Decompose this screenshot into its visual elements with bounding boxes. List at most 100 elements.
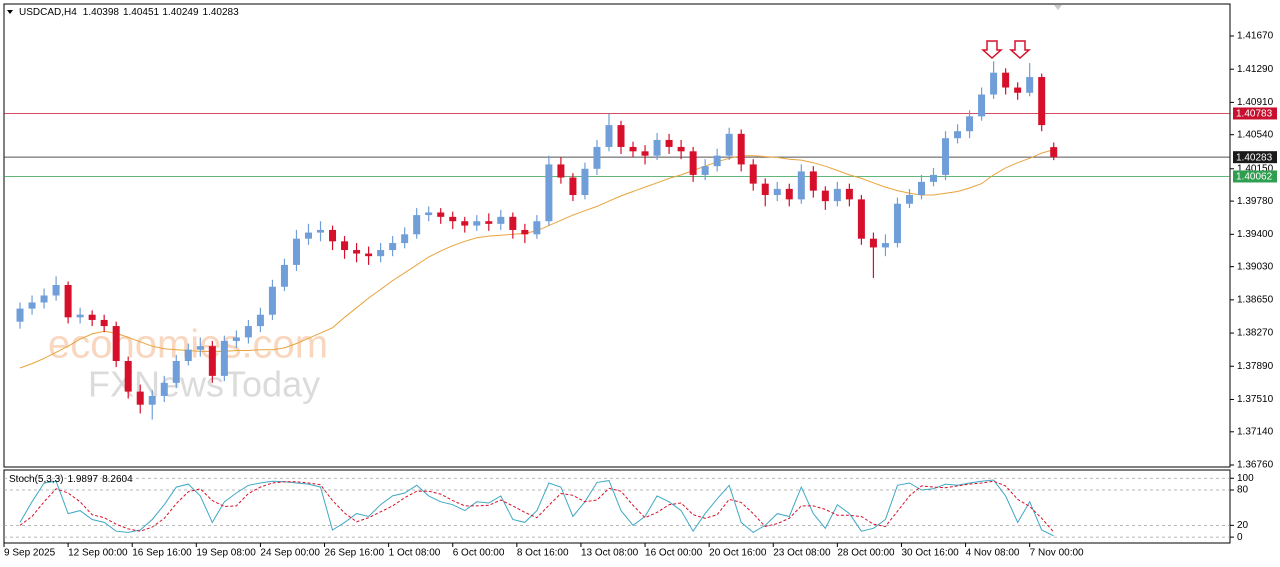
candle-body — [1026, 77, 1034, 93]
x-tick-label: 16 Oct 00:00 — [645, 548, 703, 559]
x-tick-label: 23 Oct 08:00 — [773, 548, 831, 559]
y-tick-label: 100 — [1237, 473, 1254, 484]
price-tag-label: 1.40062 — [1236, 172, 1273, 183]
y-tick-label: 1.36760 — [1237, 460, 1274, 471]
y-tick-label: 1.41670 — [1237, 31, 1274, 42]
stoch-line — [19, 480, 1055, 533]
candle-body — [737, 133, 745, 165]
x-tick-label: 19 Sep 08:00 — [196, 548, 256, 559]
stoch-line — [19, 479, 1054, 537]
candle-body — [677, 146, 685, 152]
plot: 1.41670 1.41290 1.40910 1.40540 1.40150 1.397… — [3, 31, 1277, 559]
candle-body — [1038, 77, 1046, 126]
candle-body — [40, 295, 48, 303]
ohlc-open: 1.40398 — [83, 7, 120, 18]
candle-body — [28, 302, 36, 309]
candle-body — [220, 340, 228, 376]
candle-body — [978, 94, 986, 117]
stoch-header: Stoch(5,3,3) 1.9897 8.2604 — [9, 474, 133, 485]
candle-body — [244, 326, 252, 338]
candle-body — [461, 221, 469, 226]
stoch-signal-value: 8.2604 — [102, 474, 133, 485]
y-tick-label: 1.40540 — [1237, 129, 1274, 140]
candle-body — [136, 391, 144, 405]
candle-body — [304, 232, 312, 239]
price-tag-label: 1.40283 — [1236, 152, 1273, 163]
candle-body — [809, 171, 817, 191]
candle-body — [16, 308, 24, 322]
candle-body — [389, 243, 397, 251]
candle-body — [196, 346, 204, 350]
candle-body — [557, 164, 565, 178]
candle-body — [232, 337, 240, 341]
chart-header: USDCAD,H4 1.40398 1.40451 1.40249 1.40283 — [19, 7, 239, 18]
x-tick-label: 6 Oct 00:00 — [453, 548, 505, 559]
candle-body — [701, 166, 709, 175]
x-tick-label: 4 Nov 08:00 — [966, 548, 1020, 559]
candle-body — [497, 216, 505, 224]
candle-body — [449, 216, 457, 222]
y-tick-label: 20 — [1237, 520, 1249, 531]
candle-body — [509, 216, 517, 230]
y-tick-label: 1.38270 — [1237, 328, 1274, 339]
y-tick-label: 1.37890 — [1237, 361, 1274, 372]
candle-body — [713, 155, 721, 167]
candle-body — [521, 229, 529, 235]
candle-body — [329, 229, 337, 242]
y-tick-label: 1.40150 — [1237, 163, 1274, 174]
candle-body — [533, 221, 541, 235]
price-tag — [1233, 170, 1277, 183]
candle-body — [64, 284, 72, 318]
ohlc-low: 1.40249 — [162, 7, 199, 18]
x-tick-label: 20 Oct 16:00 — [709, 548, 767, 559]
candle-body — [112, 326, 120, 362]
candle-body — [413, 215, 421, 235]
candle-body — [954, 131, 962, 139]
y-tick-label: 1.38650 — [1237, 294, 1274, 305]
candle-body — [341, 241, 349, 251]
candle-body — [821, 190, 829, 202]
candle-body — [425, 212, 433, 216]
candle-body — [280, 264, 288, 287]
x-tick-label: 24 Sep 00:00 — [260, 548, 320, 559]
candle-body — [365, 253, 373, 257]
candle-body — [208, 346, 216, 376]
candle-body — [184, 349, 192, 362]
y-tick-label: 1.37140 — [1237, 426, 1274, 437]
x-tick-label: 30 Oct 16:00 — [901, 548, 959, 559]
x-tick-label: 16 Sep 16:00 — [132, 548, 192, 559]
candle-body — [833, 188, 841, 202]
annotation-arrows — [981, 40, 1031, 60]
price-tag-label: 1.40783 — [1236, 109, 1273, 120]
candle-body — [377, 250, 385, 257]
candle-body — [160, 382, 168, 396]
candle-body — [401, 234, 409, 244]
y-tick-label: 1.39030 — [1237, 261, 1274, 272]
stoch-panel — [3, 469, 1231, 544]
y-tick-label: 80 — [1237, 485, 1249, 496]
candle-body — [88, 314, 96, 320]
shift-marker — [1054, 5, 1062, 10]
candle-body — [100, 319, 108, 327]
candle-body — [966, 116, 974, 132]
y-tick-label: 1.41290 — [1237, 64, 1274, 75]
x-tick-label: 28 Oct 00:00 — [837, 548, 895, 559]
candle-body — [857, 199, 865, 239]
main-panel — [3, 3, 1231, 468]
price-tag — [1233, 151, 1277, 164]
ohlc-high: 1.40451 — [123, 7, 160, 18]
candle-body — [893, 203, 901, 244]
candle-body — [942, 138, 950, 175]
x-tick-label: 9 Sep 2025 — [4, 548, 56, 559]
candle-body — [905, 195, 913, 204]
ohlc-close: 1.40283 — [203, 7, 240, 18]
candle-body — [268, 286, 276, 315]
x-tick-label: 1 Oct 08:00 — [389, 548, 441, 559]
menu-triangle — [7, 10, 13, 14]
y-tick-label: 0 — [1237, 532, 1243, 543]
candle-body — [545, 164, 553, 222]
candle-body — [785, 188, 793, 200]
candle-body — [473, 221, 481, 226]
candle-body — [689, 151, 697, 175]
